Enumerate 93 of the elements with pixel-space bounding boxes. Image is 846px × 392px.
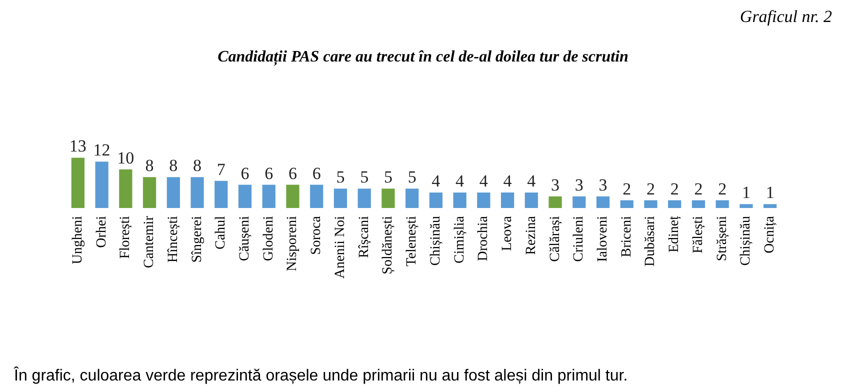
bar	[429, 192, 442, 208]
data-label: 2	[670, 179, 679, 198]
bar	[95, 162, 108, 208]
data-label: 5	[384, 168, 392, 187]
bar	[477, 192, 490, 208]
bar	[740, 204, 753, 208]
bar	[214, 180, 228, 208]
data-label: 2	[694, 179, 703, 198]
data-label: 6	[288, 164, 297, 183]
x-tick-label: Ialoveni	[596, 216, 610, 262]
bar	[119, 169, 132, 208]
data-label: 2	[718, 179, 727, 198]
data-label: 6	[264, 164, 274, 183]
bar	[524, 192, 538, 208]
x-tick-label: Soroca	[309, 215, 324, 255]
x-tick-label: Chișinău	[738, 216, 754, 266]
chart-title: Candidații PAS care au trecut în cel de-al doilea tur de scrutin	[218, 48, 629, 66]
bar	[500, 192, 514, 208]
data-label: 3	[551, 175, 560, 194]
x-tick-label: Chișinău	[428, 216, 444, 266]
data-label: 8	[145, 156, 154, 176]
bar	[764, 204, 777, 208]
x-tick-label: Călărași	[548, 216, 563, 262]
data-label: 3	[598, 175, 608, 194]
x-tick-label: Drochia	[476, 215, 492, 262]
data-label: 1	[742, 183, 750, 202]
bar	[548, 196, 562, 208]
data-label: 4	[432, 172, 441, 191]
x-tick-label: Cantemir	[142, 216, 158, 268]
bar	[668, 200, 682, 208]
x-tick-label: Fălești	[690, 216, 706, 254]
data-label: 7	[216, 160, 226, 179]
x-tick-label: Anenii Noi	[332, 216, 348, 279]
bar	[382, 188, 395, 208]
data-label: 12	[93, 140, 110, 160]
x-tick-label: Hîncești	[166, 216, 181, 263]
x-tick-label: Cahul	[214, 216, 229, 250]
bar	[334, 188, 348, 208]
bar	[286, 184, 300, 208]
bar	[71, 158, 84, 208]
data-label: 2	[622, 179, 632, 198]
bar	[406, 188, 419, 208]
data-label: 8	[169, 156, 178, 176]
data-label: 13	[69, 136, 86, 156]
bar	[238, 184, 252, 208]
bar	[166, 177, 180, 208]
data-label: 3	[574, 175, 584, 194]
x-tick-label: Florești	[118, 216, 134, 259]
x-tick-label: Șoldănești	[380, 216, 396, 274]
bar	[358, 188, 371, 208]
data-label: 6	[312, 164, 321, 183]
bar	[142, 177, 156, 208]
data-label: 5	[360, 168, 369, 187]
data-label: 5	[408, 168, 416, 187]
data-label: 10	[117, 148, 134, 168]
x-tick-label: Criuleni	[572, 216, 587, 262]
x-tick-label: Glodeni	[261, 216, 276, 262]
bar	[692, 200, 706, 208]
x-tick-label: Ungheni	[70, 216, 86, 264]
bar	[310, 184, 324, 208]
data-label: 8	[193, 156, 202, 176]
data-label: 4	[527, 172, 536, 191]
bar	[453, 192, 466, 208]
x-tick-label: Ocnița	[762, 215, 778, 254]
x-tick-label: Orhei	[94, 216, 110, 248]
text: Graficul nr. 2	[740, 7, 832, 26]
bar	[644, 200, 658, 208]
x-tick-label: Edineț	[667, 216, 682, 253]
bar	[716, 200, 729, 208]
x-tick-label: Nisporeni	[285, 216, 300, 272]
bar	[596, 196, 610, 208]
data-label: 5	[336, 168, 345, 187]
x-tick-label: Rîșcani	[356, 216, 372, 258]
bar	[620, 200, 634, 208]
x-tick-label: Rezina	[524, 215, 539, 255]
x-tick-label: Leova	[500, 215, 516, 251]
bar	[572, 196, 586, 208]
x-tick-label: Căușeni	[238, 216, 252, 262]
x-tick-label: Sîngerei	[190, 216, 205, 263]
data-label: 6	[240, 164, 250, 183]
data-label: 1	[766, 183, 774, 202]
text: În grafic, culoarea verde reprezintă orașele unde primarii nu au fost aleși din primul tur.	[13, 366, 628, 384]
bar	[262, 184, 276, 208]
x-tick-label: Dubăsari	[643, 216, 658, 267]
x-tick-label: Telenești	[404, 216, 420, 266]
data-label: 4	[479, 172, 488, 191]
x-tick-label: Cimișlia	[452, 215, 468, 264]
x-tick-label: Strășeni	[714, 216, 730, 262]
x-tick-label: Briceni	[619, 216, 634, 258]
data-label: 4	[456, 172, 465, 191]
data-label: 2	[646, 179, 655, 198]
data-label: 4	[503, 172, 512, 191]
bar	[190, 177, 204, 208]
